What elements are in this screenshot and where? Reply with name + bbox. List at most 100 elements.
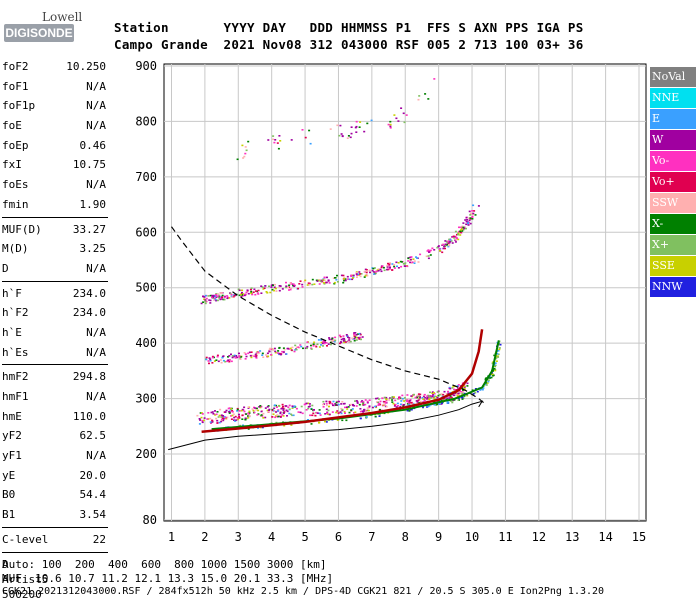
x-trace-point bbox=[491, 362, 494, 365]
echo-point bbox=[245, 291, 248, 294]
x-trace-point bbox=[491, 373, 494, 376]
echo-point bbox=[353, 333, 356, 335]
echo-point bbox=[376, 397, 379, 400]
echo-point bbox=[244, 353, 247, 355]
echo-point bbox=[299, 280, 302, 282]
echo-point bbox=[279, 411, 282, 414]
echo-point bbox=[306, 284, 309, 286]
echo-point bbox=[199, 419, 202, 421]
echo-point bbox=[337, 400, 340, 403]
echo-point bbox=[455, 238, 458, 241]
echo-point bbox=[264, 285, 267, 287]
echo-point bbox=[221, 356, 224, 359]
param-name: yF1 bbox=[2, 449, 22, 463]
echo-point bbox=[288, 412, 291, 415]
echo-point bbox=[219, 359, 222, 361]
echo-point bbox=[458, 390, 461, 392]
echo-point bbox=[342, 274, 345, 277]
echo-point bbox=[462, 222, 465, 224]
echo-point bbox=[232, 296, 235, 298]
echo-point bbox=[347, 336, 349, 339]
echo-point bbox=[403, 400, 406, 402]
echo-point bbox=[250, 356, 253, 359]
echo-point bbox=[241, 292, 243, 294]
echo-point bbox=[352, 274, 355, 277]
echo-point bbox=[328, 402, 331, 405]
echo-point bbox=[238, 352, 240, 355]
echo-point bbox=[291, 414, 294, 417]
echo-point bbox=[388, 264, 391, 267]
echo-point bbox=[355, 334, 358, 336]
echo-point bbox=[328, 337, 331, 339]
param-name: foEs bbox=[2, 178, 29, 192]
echo-point bbox=[445, 393, 448, 395]
echo-point bbox=[392, 397, 395, 399]
echo-point bbox=[350, 126, 353, 128]
echo-point bbox=[358, 271, 361, 273]
echo-point bbox=[277, 409, 280, 411]
echo-point bbox=[317, 339, 320, 341]
echo-point bbox=[205, 356, 208, 359]
echo-point bbox=[319, 414, 322, 416]
echo-point bbox=[219, 297, 222, 300]
echo-point bbox=[290, 413, 293, 416]
x-trace-point bbox=[489, 377, 492, 379]
echo-point bbox=[281, 403, 284, 406]
echo-point bbox=[223, 298, 226, 301]
echo-point bbox=[385, 396, 388, 399]
x-tick-label: 6 bbox=[335, 530, 342, 544]
echo-point bbox=[402, 112, 405, 115]
echo-point bbox=[221, 417, 224, 419]
echo-point bbox=[393, 396, 395, 398]
echo-point bbox=[236, 410, 239, 412]
echo-point bbox=[268, 350, 271, 353]
echo-point bbox=[393, 114, 396, 116]
echo-point bbox=[361, 400, 364, 402]
echo-point bbox=[465, 216, 468, 219]
echo-point bbox=[226, 360, 229, 363]
echo-point bbox=[405, 114, 408, 116]
param-name: D bbox=[2, 261, 9, 275]
echo-point bbox=[209, 358, 212, 360]
echo-point bbox=[249, 288, 252, 291]
x-tick-label: 5 bbox=[301, 530, 308, 544]
echo-point bbox=[357, 336, 360, 339]
echo-point bbox=[371, 269, 374, 272]
x-trace-point bbox=[487, 379, 490, 381]
echo-point bbox=[277, 147, 280, 150]
echo-point bbox=[429, 254, 432, 256]
echo-point bbox=[388, 399, 391, 401]
echo-point bbox=[423, 399, 426, 402]
echo-point bbox=[259, 405, 262, 407]
echo-point bbox=[400, 261, 403, 263]
echo-point bbox=[220, 416, 223, 418]
x-trace-point bbox=[498, 343, 501, 346]
echo-point bbox=[228, 355, 231, 357]
echo-point bbox=[273, 407, 276, 410]
echo-point bbox=[465, 220, 468, 223]
echo-point bbox=[285, 409, 288, 412]
echo-point bbox=[454, 230, 457, 233]
param-name: hmE bbox=[2, 409, 22, 423]
echo-point bbox=[226, 296, 229, 299]
echo-point bbox=[308, 283, 311, 286]
echo-point bbox=[323, 341, 326, 343]
echo-point bbox=[417, 98, 420, 101]
echo-point bbox=[334, 404, 337, 406]
echo-point bbox=[234, 415, 237, 418]
echo-point bbox=[218, 421, 221, 424]
parameter-panel: foF2 10.250 foF1 N/A foF1p N/A foE N/A foEp 0.46 f… bbox=[2, 57, 108, 600]
echo-point bbox=[384, 402, 387, 404]
param-row: h`E N/A bbox=[2, 323, 108, 343]
param-row: foF2 10.250 bbox=[2, 57, 108, 77]
echo-point bbox=[305, 409, 308, 411]
echo-point bbox=[361, 336, 364, 338]
echo-point bbox=[223, 416, 226, 418]
echo-point bbox=[308, 403, 311, 405]
echo-point bbox=[267, 139, 270, 141]
echo-point bbox=[232, 413, 235, 415]
echo-point bbox=[240, 409, 243, 412]
echo-point bbox=[304, 279, 307, 282]
echo-point bbox=[209, 294, 212, 297]
echo-point bbox=[327, 280, 330, 282]
